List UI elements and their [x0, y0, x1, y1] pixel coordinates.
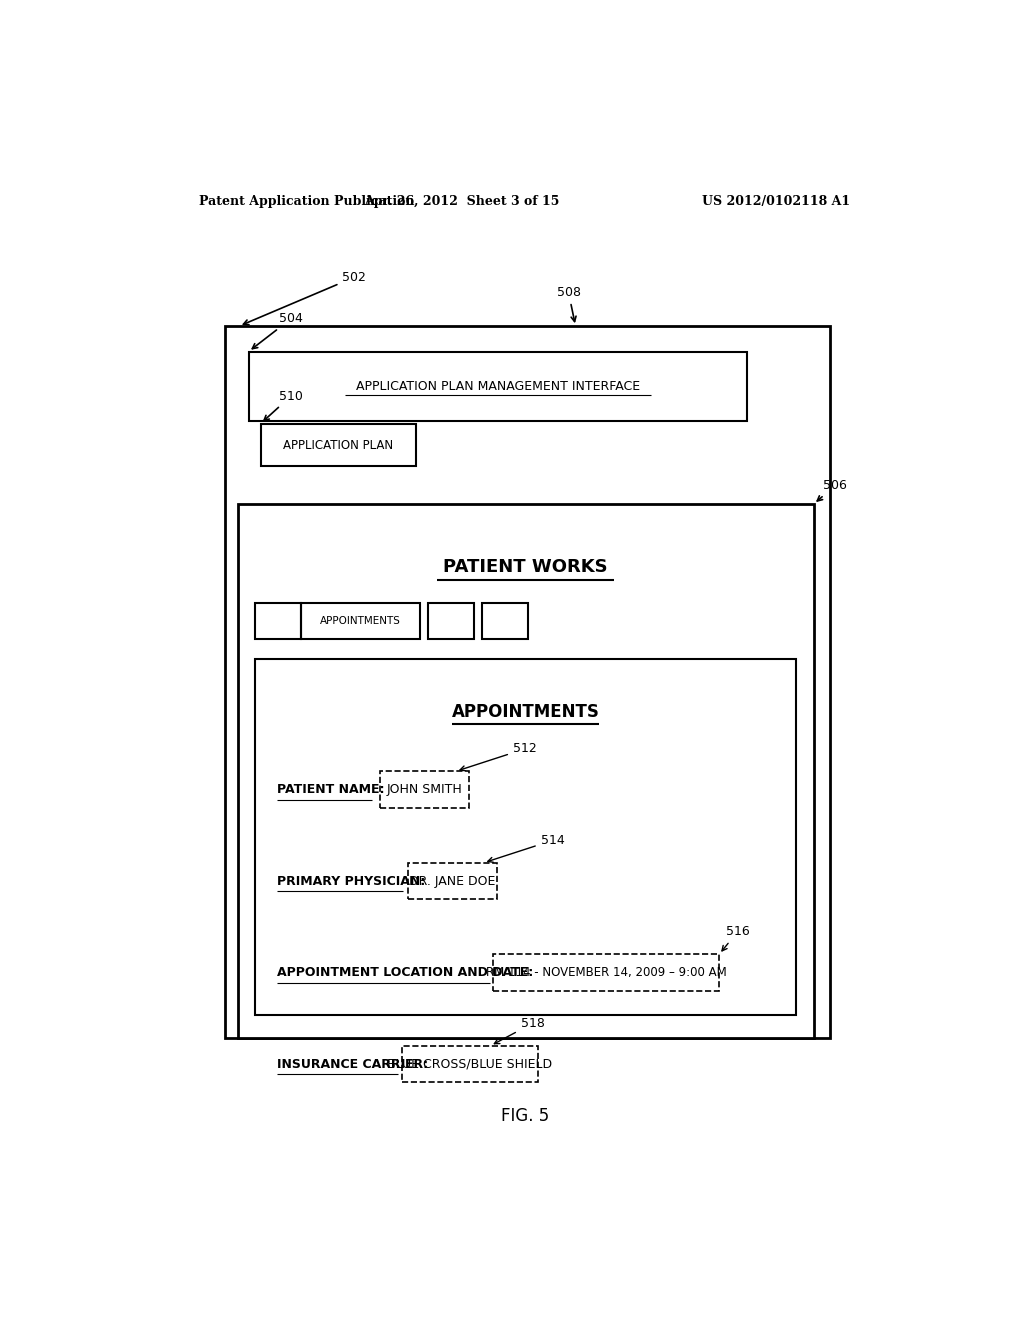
- Text: 510: 510: [264, 389, 303, 421]
- Text: 512: 512: [460, 742, 537, 771]
- Text: APPLICATION PLAN MANAGEMENT INTERFACE: APPLICATION PLAN MANAGEMENT INTERFACE: [355, 380, 640, 392]
- Text: PATIENT WORKS: PATIENT WORKS: [443, 558, 608, 576]
- Text: BLUE CROSS/BLUE SHIELD: BLUE CROSS/BLUE SHIELD: [387, 1057, 553, 1071]
- Bar: [482, 602, 528, 639]
- Bar: [238, 504, 814, 1038]
- Text: APPLICATION PLAN: APPLICATION PLAN: [284, 438, 393, 451]
- Text: APPOINTMENTS: APPOINTMENTS: [321, 616, 401, 626]
- Bar: [225, 326, 829, 1038]
- Text: 514: 514: [487, 834, 564, 862]
- Text: PRIMARY PHYSICIAN:: PRIMARY PHYSICIAN:: [278, 875, 425, 887]
- Text: 516: 516: [722, 925, 750, 950]
- Text: FIG. 5: FIG. 5: [501, 1107, 549, 1125]
- Text: US 2012/0102118 A1: US 2012/0102118 A1: [702, 194, 850, 207]
- Text: PATIENT NAME:: PATIENT NAME:: [278, 783, 385, 796]
- Text: 504: 504: [252, 313, 303, 348]
- Text: Apr. 26, 2012  Sheet 3 of 15: Apr. 26, 2012 Sheet 3 of 15: [364, 194, 559, 207]
- Text: APPOINTMENTS: APPOINTMENTS: [452, 704, 599, 721]
- Text: Patent Application Publication: Patent Application Publication: [200, 194, 415, 207]
- Bar: [428, 602, 474, 639]
- Bar: [260, 424, 416, 466]
- Text: RM 114 - NOVEMBER 14, 2009 – 9:00 AM: RM 114 - NOVEMBER 14, 2009 – 9:00 AM: [485, 966, 726, 979]
- Bar: [255, 660, 797, 1015]
- Text: 506: 506: [817, 479, 847, 502]
- Bar: [249, 351, 748, 421]
- Text: 518: 518: [495, 1016, 545, 1044]
- Bar: [255, 602, 301, 639]
- Text: 508: 508: [557, 286, 581, 322]
- Bar: [301, 602, 420, 639]
- Text: JOHN SMITH: JOHN SMITH: [387, 783, 463, 796]
- Text: APPOINTMENT LOCATION AND DATE:: APPOINTMENT LOCATION AND DATE:: [278, 966, 534, 979]
- Text: INSURANCE CARRIER:: INSURANCE CARRIER:: [278, 1057, 428, 1071]
- Text: DR. JANE DOE: DR. JANE DOE: [410, 875, 496, 887]
- Text: 502: 502: [244, 271, 367, 325]
